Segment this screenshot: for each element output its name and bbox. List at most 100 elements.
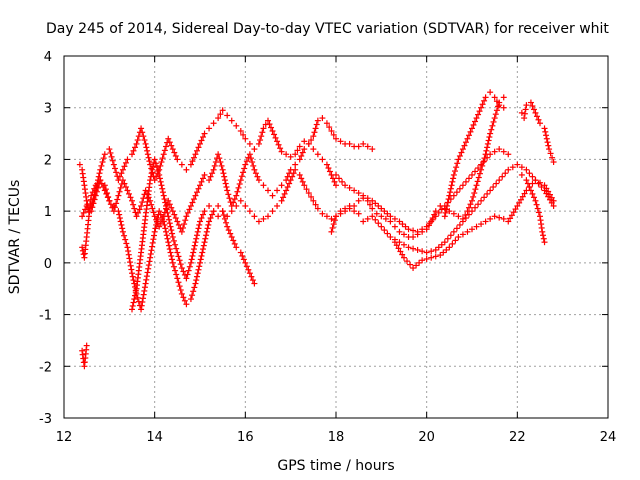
- data-point: [470, 121, 477, 128]
- data-point: [197, 218, 203, 225]
- data-point: [449, 240, 456, 247]
- data-point: [145, 262, 152, 269]
- data-point: [193, 235, 200, 242]
- data-point: [476, 108, 483, 115]
- data-point: [469, 125, 475, 132]
- data-point: [198, 178, 205, 185]
- data-point: [161, 196, 168, 203]
- data-point: [138, 302, 145, 309]
- data-point: [109, 157, 116, 164]
- data-point: [469, 208, 475, 215]
- data-point: [192, 239, 199, 246]
- data-point: [101, 187, 108, 194]
- data-point: [533, 201, 540, 208]
- x-tick-label: 16: [237, 430, 254, 445]
- data-point: [475, 111, 482, 118]
- data-point: [487, 187, 494, 194]
- data-point: [117, 184, 124, 191]
- data-point: [448, 182, 455, 189]
- data-point: [116, 215, 123, 222]
- data-point: [100, 155, 107, 162]
- data-point: [440, 249, 447, 256]
- data-point: [535, 209, 542, 216]
- data-point: [260, 182, 267, 189]
- data-point: [156, 171, 163, 178]
- data-point: [475, 174, 482, 181]
- data-point: [462, 178, 469, 185]
- y-tick-label: -1: [39, 309, 52, 324]
- data-point: [126, 255, 133, 262]
- data-point: [255, 218, 262, 225]
- data-point: [121, 232, 128, 239]
- data-point: [493, 98, 500, 105]
- data-point: [310, 197, 317, 204]
- data-point: [146, 158, 153, 165]
- data-point: [142, 280, 149, 287]
- data-point: [532, 177, 539, 184]
- data-point: [464, 135, 471, 142]
- data-point: [246, 140, 253, 147]
- data-point: [483, 147, 490, 154]
- data-point: [323, 213, 330, 220]
- data-point: [194, 228, 201, 235]
- data-point: [442, 209, 449, 216]
- data-point: [145, 265, 152, 272]
- data-point: [492, 111, 499, 118]
- data-point: [512, 206, 519, 213]
- data-point: [178, 228, 185, 235]
- data-point: [210, 166, 217, 173]
- data-point: [173, 245, 180, 252]
- data-point: [283, 151, 290, 158]
- data-point: [545, 142, 552, 149]
- data-point: [413, 262, 420, 269]
- data-point: [251, 280, 258, 287]
- data-point: [275, 141, 282, 148]
- data-point: [169, 208, 176, 215]
- data-point: [110, 161, 117, 168]
- data-point: [220, 212, 227, 219]
- data-point: [201, 208, 208, 215]
- data-point: [156, 175, 163, 182]
- data-point: [241, 165, 248, 172]
- data-point: [161, 221, 168, 228]
- data-point: [387, 234, 394, 240]
- data-point: [532, 197, 539, 204]
- data-point: [500, 215, 507, 222]
- data-point: [83, 202, 90, 209]
- data-point: [230, 199, 237, 206]
- data-point: [360, 218, 367, 225]
- data-point: [147, 161, 154, 168]
- data-point: [132, 289, 139, 296]
- data-point: [183, 275, 190, 282]
- data-point: [168, 142, 175, 149]
- data-point: [80, 209, 87, 216]
- data-point: [233, 244, 240, 251]
- data-point: [225, 227, 232, 234]
- data-point: [446, 208, 453, 215]
- data-point: [529, 173, 536, 180]
- data-point: [514, 202, 521, 209]
- y-tick-label: 3: [44, 102, 52, 117]
- data-point: [238, 173, 245, 180]
- data-point: [107, 149, 114, 156]
- data-point: [199, 249, 206, 256]
- data-point: [435, 209, 442, 216]
- data-point: [149, 166, 156, 173]
- data-point: [543, 185, 550, 192]
- data-point: [446, 244, 453, 251]
- data-point: [124, 156, 131, 163]
- data-point: [122, 159, 129, 166]
- data-point: [369, 146, 376, 153]
- data-point: [310, 146, 317, 153]
- data-point: [107, 201, 114, 208]
- data-point: [473, 182, 480, 189]
- data-point: [478, 221, 485, 228]
- data-point: [197, 140, 203, 147]
- data-point: [127, 259, 134, 266]
- data-point: [156, 208, 163, 215]
- data-point: [217, 159, 224, 166]
- data-point: [455, 234, 462, 240]
- data-point: [156, 223, 163, 230]
- data-point: [296, 171, 303, 178]
- data-point: [187, 259, 194, 266]
